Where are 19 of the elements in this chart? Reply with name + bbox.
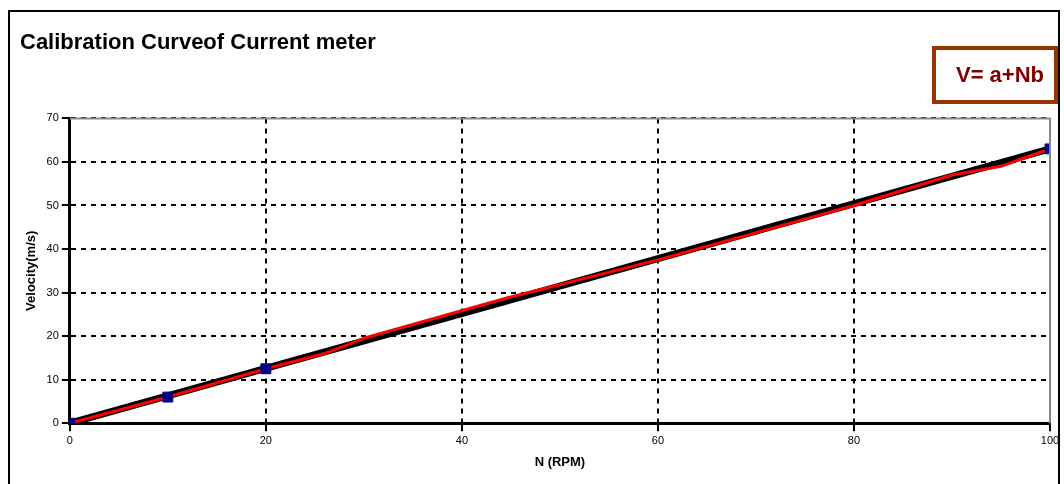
- y-tick-label: 50: [46, 198, 59, 211]
- x-tick-label: 80: [847, 433, 861, 446]
- y-tick-label: 40: [46, 242, 59, 255]
- y-tick-label: 20: [46, 329, 59, 342]
- y-axis-title: Velocity(m/s): [23, 230, 39, 311]
- y-tick-label: 0: [52, 416, 59, 429]
- point: [260, 363, 272, 375]
- chart-title: Calibration Curveof Current meter: [20, 29, 377, 55]
- y-tick-label: 70: [46, 111, 59, 124]
- x-tick-label: 40: [455, 433, 469, 446]
- point: [162, 391, 174, 403]
- x-axis-title: N (RPM): [534, 453, 586, 469]
- x-tick-label: 0: [66, 433, 73, 446]
- text: V= a+Nb: [931, 46, 1058, 104]
- y-tick-label: 60: [46, 154, 59, 167]
- y-tick-label: 30: [46, 285, 59, 298]
- x-tick-label: 60: [651, 433, 665, 446]
- y-tick-label: 10: [46, 372, 59, 385]
- x-tick-label: 20: [259, 433, 272, 446]
